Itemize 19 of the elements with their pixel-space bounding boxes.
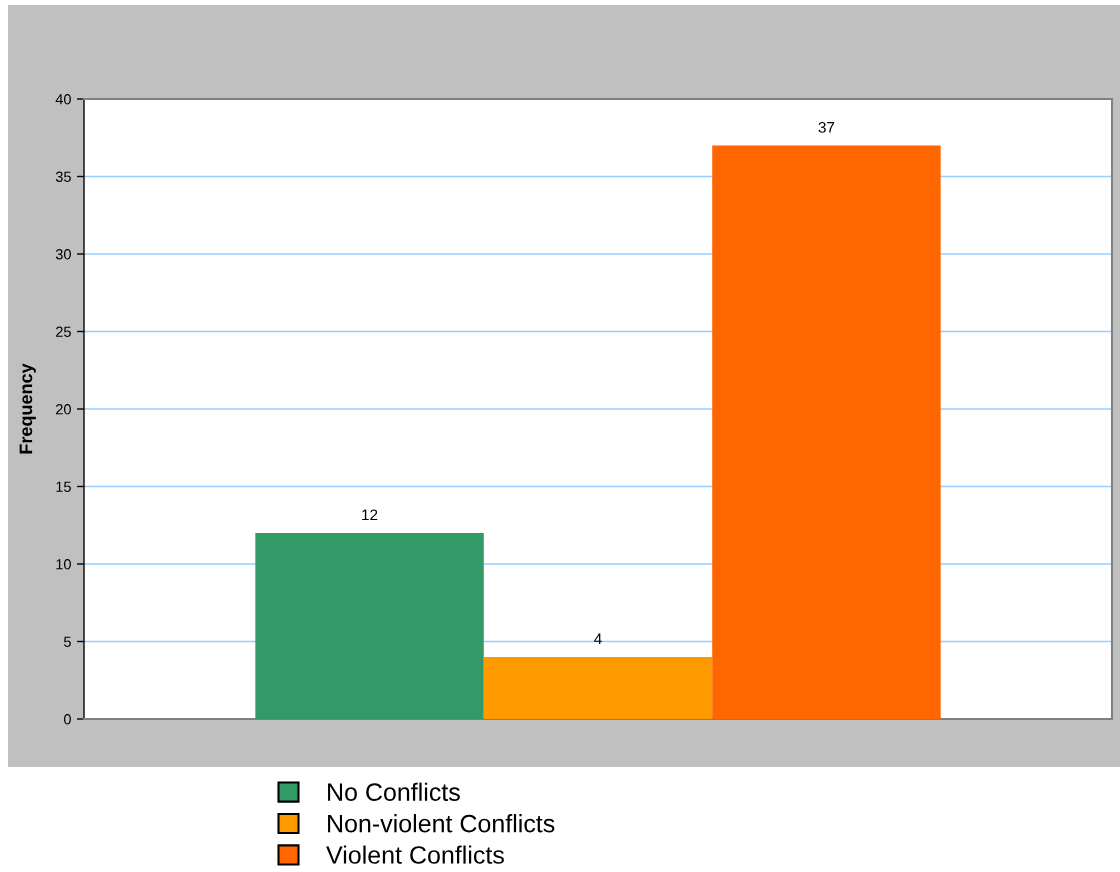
legend-label: No Conflicts [328,782,460,801]
y-axis-title: Frequency [19,363,36,454]
y-tick-label: 15 [56,481,71,492]
data-label: 12 [362,509,378,521]
legend-label: Non-violent Conflicts [328,814,555,833]
y-tick-label: 10 [56,559,71,570]
y-tick-label: 30 [55,249,71,260]
legend-label: Violent Conflicts [326,845,504,864]
y-tick-label: 5 [63,636,71,647]
data-label: 4 [594,633,602,645]
y-tick-label: 25 [56,326,71,337]
y-tick-label: 20 [56,404,71,415]
y-tick-label: 0 [63,714,71,725]
y-tick-label: 35 [55,171,71,182]
y-tick-label: 40 [55,94,71,105]
bar [255,533,484,719]
data-label: 37 [818,121,835,133]
bar [483,657,713,719]
bar [712,145,941,719]
